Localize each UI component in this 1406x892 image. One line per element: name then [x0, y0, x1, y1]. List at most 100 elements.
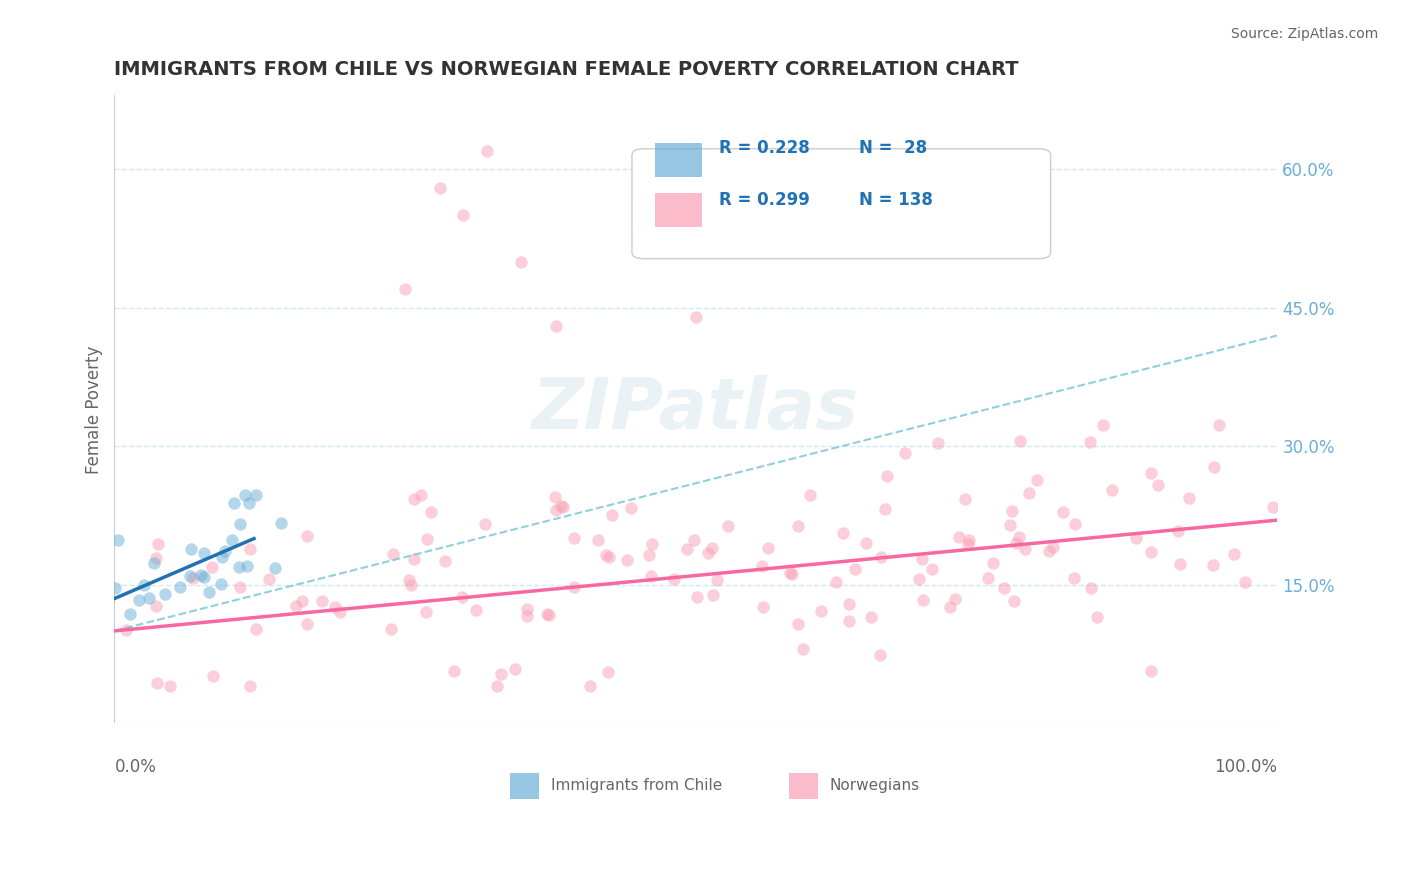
Point — [1063, 516, 1085, 531]
Text: 0.0%: 0.0% — [114, 757, 156, 776]
Point — [1092, 417, 1115, 432]
Point — [155, 587, 177, 601]
Point — [474, 516, 496, 531]
Point — [546, 503, 568, 517]
Point — [998, 518, 1021, 533]
Point — [239, 679, 262, 693]
Point — [787, 519, 810, 533]
Point — [957, 536, 980, 550]
Point — [245, 622, 267, 636]
Point — [756, 541, 779, 555]
Point — [1223, 547, 1246, 561]
Point — [146, 675, 169, 690]
Point — [132, 578, 155, 592]
Point — [209, 576, 232, 591]
Point — [640, 569, 662, 583]
Point — [598, 550, 620, 565]
Point — [201, 669, 224, 683]
Point — [433, 554, 456, 568]
Point — [1101, 483, 1123, 497]
Bar — [789, 773, 818, 798]
Point — [1263, 500, 1285, 515]
Point — [329, 605, 352, 619]
Point — [420, 505, 443, 519]
Point — [875, 501, 897, 516]
Point — [394, 282, 416, 296]
Point — [180, 541, 202, 556]
Point — [1208, 417, 1230, 432]
Point — [551, 500, 574, 514]
Point — [1078, 435, 1101, 450]
Point — [550, 499, 572, 513]
Point — [138, 591, 160, 605]
Point — [145, 550, 167, 565]
Point — [717, 518, 740, 533]
Point — [825, 575, 848, 590]
Point — [380, 623, 402, 637]
Point — [1008, 434, 1031, 449]
Point — [586, 533, 609, 547]
Point — [957, 533, 980, 548]
Point — [229, 516, 252, 531]
Point — [780, 567, 803, 582]
Point — [270, 516, 292, 531]
Point — [838, 614, 860, 628]
Bar — [510, 773, 538, 798]
Text: Immigrants from Chile: Immigrants from Chile — [551, 779, 721, 794]
Point — [257, 573, 280, 587]
Point — [193, 546, 215, 560]
Point — [860, 610, 883, 624]
Point — [948, 530, 970, 544]
Point — [233, 487, 256, 501]
Point — [927, 435, 949, 450]
Point — [201, 560, 224, 574]
Point — [489, 667, 512, 681]
Point — [1234, 575, 1257, 590]
Text: Source: ZipAtlas.com: Source: ZipAtlas.com — [1230, 27, 1378, 41]
Point — [1167, 524, 1189, 538]
Point — [799, 488, 821, 502]
Point — [295, 616, 318, 631]
Point — [786, 616, 808, 631]
Point — [912, 592, 935, 607]
Point — [893, 446, 915, 460]
Text: N = 138: N = 138 — [859, 191, 932, 210]
Point — [1008, 530, 1031, 544]
Point — [486, 679, 509, 693]
Point — [1018, 485, 1040, 500]
Text: N =  28: N = 28 — [859, 139, 927, 157]
Text: R = 0.299: R = 0.299 — [718, 191, 810, 210]
Point — [1139, 664, 1161, 678]
Point — [1140, 545, 1163, 559]
Point — [702, 588, 724, 602]
Point — [1140, 467, 1163, 481]
Point — [104, 581, 127, 595]
Point — [146, 536, 169, 550]
Point — [399, 578, 422, 592]
Point — [190, 568, 212, 582]
Point — [1002, 594, 1025, 608]
Point — [908, 572, 931, 586]
Point — [779, 566, 801, 580]
Point — [228, 580, 250, 594]
Point — [221, 533, 243, 548]
Point — [118, 607, 141, 621]
Point — [662, 573, 685, 587]
Point — [1026, 473, 1049, 487]
Point — [145, 599, 167, 614]
Point — [404, 492, 426, 507]
Point — [706, 573, 728, 587]
Point — [505, 662, 527, 676]
Point — [409, 488, 432, 502]
Point — [870, 549, 893, 564]
Text: Norwegians: Norwegians — [830, 779, 920, 794]
Point — [181, 571, 204, 585]
Point — [1052, 505, 1074, 519]
Point — [1125, 531, 1147, 545]
Point — [682, 533, 704, 548]
Point — [238, 496, 260, 510]
Point — [1147, 478, 1170, 492]
Point — [404, 551, 426, 566]
Point — [415, 605, 437, 619]
Point — [398, 573, 420, 587]
